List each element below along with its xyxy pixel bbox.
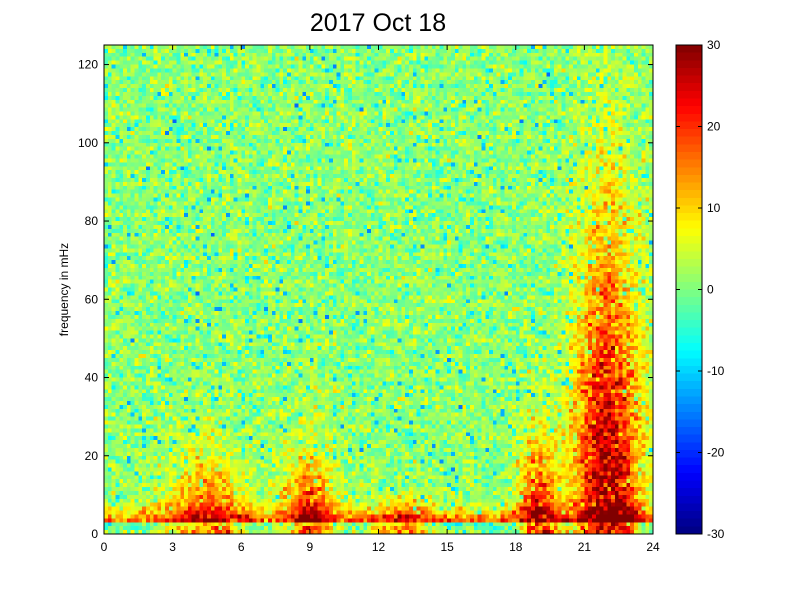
colorbar-tick-label: 30 [707, 38, 721, 52]
x-tick-label: 18 [509, 540, 523, 554]
colorbar-ticks: 30 20 10 0 -10 -20 -30 [676, 38, 725, 541]
colorbar [675, 44, 703, 535]
x-tick-label: 9 [307, 540, 314, 554]
y-tick-label: 100 [78, 136, 98, 150]
y-tick-label: 60 [85, 292, 99, 306]
y-axis: 0 20 40 60 80 100 120 [78, 58, 653, 541]
spectrogram-plot [103, 44, 654, 535]
y-axis-label: frequency in mHz [57, 243, 71, 336]
colorbar-tick-label: -30 [707, 527, 725, 541]
x-tick-label: 24 [646, 540, 660, 554]
colorbar-tick-label: 10 [707, 201, 721, 215]
x-tick-label: 12 [372, 540, 386, 554]
colorbar-tick-label: 0 [707, 283, 714, 297]
y-tick-label: 0 [91, 527, 98, 541]
colorbar-tick-label: 20 [707, 120, 721, 134]
x-tick-label: 6 [238, 540, 245, 554]
colorbar-gradient [676, 45, 702, 534]
y-tick-label: 80 [85, 214, 99, 228]
colorbar-tick-label: -20 [707, 446, 725, 460]
y-tick-label: 20 [85, 449, 99, 463]
y-tick-label: 120 [78, 58, 98, 72]
x-tick-label: 3 [169, 540, 176, 554]
chart-title: 2017 Oct 18 [310, 9, 446, 37]
x-tick-label: 0 [101, 540, 108, 554]
x-tick-label: 15 [440, 540, 454, 554]
y-tick-label: 40 [85, 371, 99, 385]
x-tick-label: 21 [578, 540, 592, 554]
spectrogram-heatmap [104, 45, 653, 534]
x-axis: 0 3 6 9 12 15 18 21 24 [101, 45, 660, 554]
colorbar-tick-label: -10 [707, 364, 725, 378]
